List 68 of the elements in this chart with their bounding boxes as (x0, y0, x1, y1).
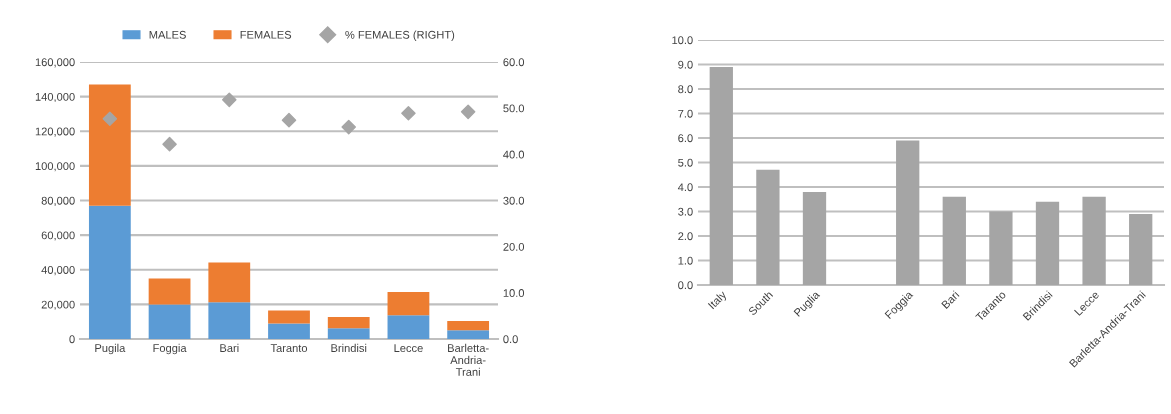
bar (1129, 213, 1153, 285)
bar (989, 211, 1013, 285)
bar (1082, 196, 1106, 285)
y-tick-label: 3.0 (678, 207, 693, 216)
y-tick-label: 8.0 (678, 85, 693, 94)
y-tick-label: 5.0 (678, 158, 693, 167)
legend-label: FEMALES (240, 30, 292, 39)
bar (88, 84, 131, 206)
bar (327, 317, 370, 329)
point (341, 119, 356, 135)
bar (208, 302, 251, 339)
bar (208, 262, 251, 303)
bar (447, 330, 490, 339)
x-tick-label: Taranto (270, 344, 308, 353)
x-tick-label: Italy (707, 289, 729, 311)
bar (148, 304, 191, 339)
y-tick-label: 6.0 (678, 134, 693, 143)
x-tick-label: Brindisi (331, 343, 367, 353)
y2-tick-label: 10.0 (503, 289, 525, 297)
y-tick-label: 4.0 (677, 183, 693, 192)
x-tick-label: Lecce (394, 344, 423, 353)
legend-label: MALES (149, 30, 186, 39)
bar (447, 321, 490, 331)
bar (942, 196, 966, 285)
point (401, 105, 416, 121)
y-tick-label: 40,000 (41, 266, 75, 276)
bar (1035, 201, 1060, 285)
point (102, 111, 118, 127)
y-tick-label: 140,000 (35, 92, 75, 103)
point (281, 112, 297, 128)
bar (896, 140, 920, 285)
y2-tick-label: 60.0 (503, 58, 525, 67)
y-tick-label: 100,000 (35, 162, 75, 172)
y-tick-label: 0.0 (678, 281, 693, 290)
y2-tick-label: 40.0 (503, 150, 525, 159)
point (460, 104, 476, 120)
x-tick-label: Pugila (95, 343, 126, 355)
bar (268, 323, 310, 339)
point (162, 136, 177, 152)
legend-label: % FEMALES (RIGHT) (345, 30, 455, 41)
x-tick-label: Bari (220, 343, 239, 353)
bar (756, 169, 780, 285)
y-tick-label: 7.0 (678, 109, 693, 118)
bar (327, 328, 370, 339)
point (222, 92, 237, 108)
bar (709, 66, 733, 285)
y-tick-label: 120,000 (35, 127, 75, 137)
y-tick-label: 160,000 (35, 58, 75, 68)
bar (268, 310, 310, 324)
y2-tick-label: 0.0 (503, 335, 518, 344)
y-tick-label: 60,000 (41, 231, 75, 241)
y2-tick-label: 20.0 (503, 242, 525, 251)
y2-tick-label: 50.0 (503, 104, 525, 113)
y-tick-label: 0 (69, 335, 75, 344)
bar (88, 205, 131, 339)
y-tick-label: 1.0 (678, 256, 693, 265)
bar (387, 291, 430, 316)
x-tick-label: Foggia (153, 343, 187, 355)
bar (387, 315, 430, 339)
y-tick-label: 9.0 (678, 60, 693, 69)
bar (148, 278, 191, 305)
y-tick-label: 80,000 (41, 196, 75, 206)
y2-tick-label: 30.0 (503, 196, 525, 205)
x-tick-label: Barletta- Andria- Trani (448, 343, 489, 376)
y-tick-label: 2.0 (678, 232, 693, 241)
y-tick-label: 20,000 (41, 300, 75, 310)
y-tick-label: 10.0 (672, 36, 693, 45)
bar (802, 191, 827, 285)
